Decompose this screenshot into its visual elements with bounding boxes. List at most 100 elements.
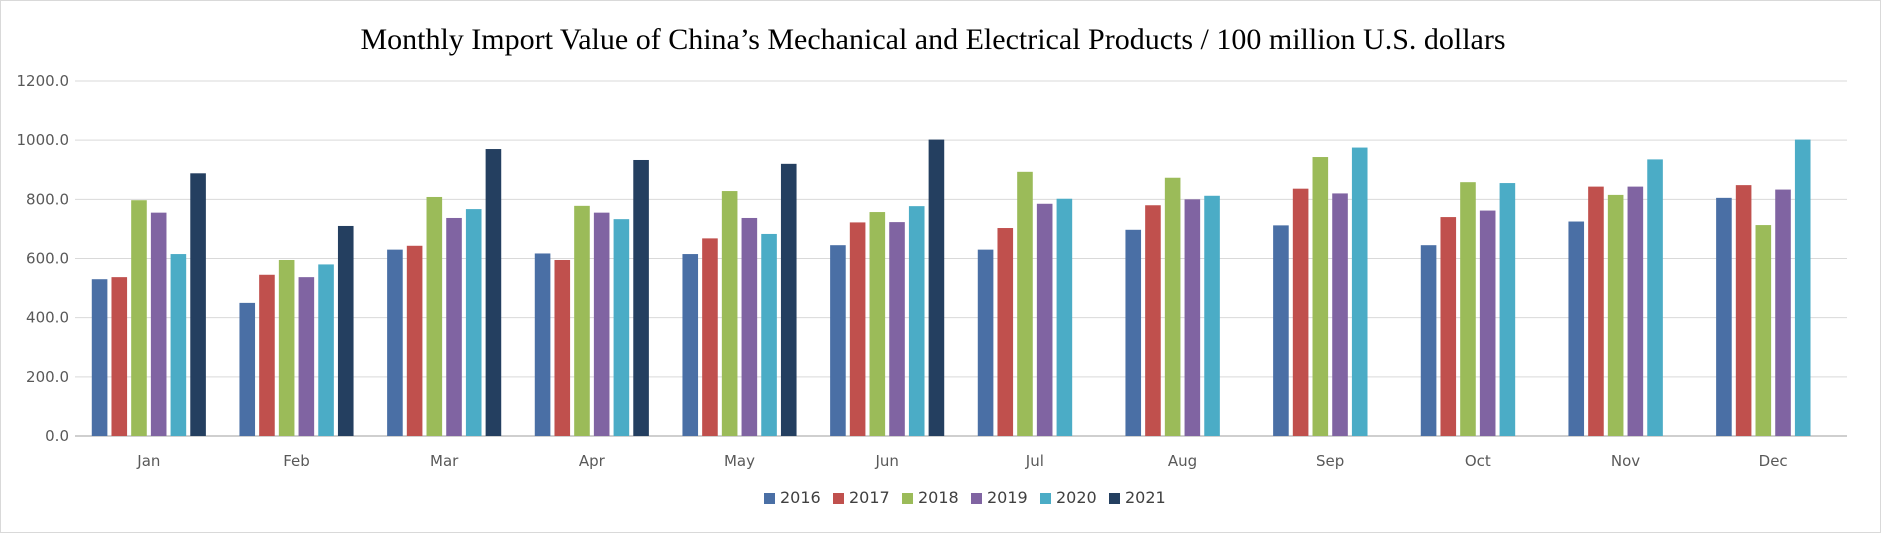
bar-2021-feb [337, 225, 354, 436]
x-tick-label: Jun [874, 452, 898, 470]
bar-2016-nov [1568, 221, 1585, 436]
legend-swatch-2017 [833, 493, 844, 504]
bar-2019-apr [593, 212, 610, 436]
bar-2016-jan [91, 279, 108, 436]
bar-2020-sep [1351, 147, 1368, 436]
y-tick-label: 400.0 [26, 309, 69, 327]
bar-2020-aug [1204, 195, 1220, 436]
bar-2016-apr [534, 253, 551, 436]
x-tick-label: Oct [1465, 452, 1491, 470]
bar-2017-jun [849, 222, 866, 436]
bar-2018-dec [1755, 225, 1772, 436]
chart-title: Monthly Import Value of China’s Mechanic… [360, 23, 1505, 56]
bar-2018-nov [1607, 194, 1624, 436]
y-tick-label: 1200.0 [17, 72, 70, 90]
bar-2017-nov [1588, 186, 1604, 436]
bar-2016-jul [977, 249, 994, 437]
x-tick-label: Sep [1316, 452, 1344, 470]
legend-swatch-2020 [1040, 493, 1051, 504]
x-tick-label: Aug [1168, 452, 1197, 470]
bar-2016-aug [1125, 229, 1142, 436]
y-tick-label: 0.0 [45, 427, 69, 445]
bar-2021-jan [190, 173, 206, 437]
bar-2018-jul [1017, 171, 1033, 436]
bar-2017-dec [1735, 185, 1752, 436]
bar-2017-oct [1440, 217, 1457, 436]
legend-swatch-2021 [1109, 493, 1120, 504]
bar-2019-may [741, 217, 758, 436]
bar-2017-jan [111, 277, 128, 436]
bar-2021-apr [633, 159, 649, 437]
gridlines [75, 80, 1847, 437]
y-axis-tick-labels: 0.0 200.0 400.0 600.0 800.0 1000.0 1200.0 [17, 72, 70, 445]
bar-2018-aug [1164, 177, 1181, 437]
bar-2016-dec [1716, 197, 1732, 436]
y-tick-label: 200.0 [26, 368, 69, 386]
bar-2019-sep [1332, 193, 1348, 436]
x-tick-label: Mar [430, 452, 459, 470]
bar-2017-apr [554, 259, 571, 436]
x-tick-label: Feb [283, 452, 310, 470]
x-tick-label: May [724, 452, 755, 470]
legend-label-2019: 2019 [987, 488, 1028, 507]
legend-label-2018: 2018 [918, 488, 959, 507]
bar-2019-mar [446, 217, 462, 436]
bar-2016-feb [239, 302, 256, 437]
bar-2020-dec [1794, 139, 1811, 436]
x-tick-label: Jan [136, 452, 160, 470]
legend-label-2016: 2016 [780, 488, 821, 507]
legend-label-2020: 2020 [1056, 488, 1097, 507]
legend: 2016 2017 2018 2019 2020 2021 [764, 488, 1166, 507]
bar-2021-jun [928, 139, 945, 436]
bar-2020-jul [1056, 198, 1073, 436]
x-tick-label: Apr [579, 452, 606, 470]
bar-2020-oct [1499, 183, 1516, 436]
bar-2020-jun [908, 206, 925, 436]
bar-2019-jul [1036, 203, 1053, 436]
legend-swatch-2018 [902, 493, 913, 504]
bar-2018-jan [131, 200, 147, 436]
x-axis-tick-labels: Jan Feb Mar Apr May Jun Jul Aug Sep Oct Nov Dec [136, 452, 1787, 470]
bar-2018-feb [278, 259, 295, 436]
legend-swatch-2019 [971, 493, 982, 504]
bar-2016-mar [387, 249, 403, 437]
bar-2018-oct [1460, 182, 1476, 436]
bar-2019-dec [1775, 189, 1791, 436]
bars [91, 139, 1811, 437]
bar-2021-mar [485, 149, 502, 437]
bar-2019-aug [1184, 199, 1201, 436]
bar-2017-aug [1145, 205, 1161, 436]
bar-2016-jun [830, 245, 846, 436]
legend-label-2021: 2021 [1125, 488, 1166, 507]
bar-2020-feb [318, 264, 334, 436]
bar-2016-sep [1273, 225, 1289, 436]
legend-label-2017: 2017 [849, 488, 890, 507]
bar-2020-jan [170, 254, 187, 436]
y-tick-label: 800.0 [26, 190, 69, 208]
bar-2018-apr [574, 205, 590, 436]
bar-2020-mar [465, 209, 482, 436]
bar-2019-oct [1479, 210, 1496, 436]
bar-2018-jun [869, 212, 886, 436]
bar-2019-feb [298, 277, 315, 436]
x-tick-label: Jul [1025, 452, 1044, 470]
bar-2020-nov [1647, 159, 1663, 436]
bar-2018-mar [426, 196, 443, 436]
bar-2019-nov [1627, 186, 1644, 436]
bar-2017-may [702, 238, 718, 436]
x-tick-label: Nov [1611, 452, 1640, 470]
bar-2020-may [761, 233, 777, 436]
bar-2017-mar [406, 245, 423, 436]
bar-2016-may [682, 254, 699, 436]
bar-2021-may [780, 163, 797, 436]
legend-swatch-2016 [764, 493, 775, 504]
bar-2019-jan [150, 212, 167, 436]
x-tick-label: Dec [1759, 452, 1788, 470]
bar-2016-oct [1420, 245, 1437, 436]
bar-2018-sep [1312, 157, 1329, 436]
bar-2017-feb [259, 274, 275, 436]
bar-2017-sep [1292, 188, 1309, 436]
bar-2019-jun [889, 222, 905, 436]
